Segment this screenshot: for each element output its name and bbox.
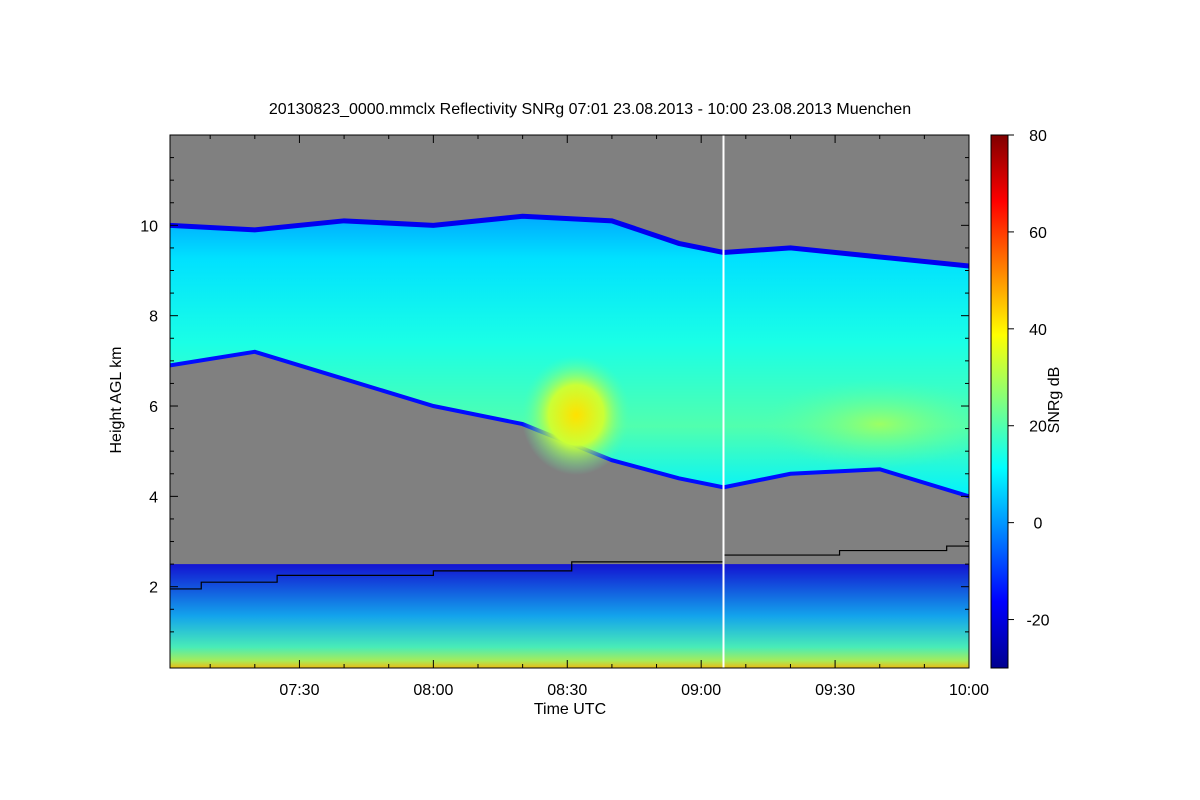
y-tick-label: 6 xyxy=(149,399,158,416)
colorbar-tick-label: 40 xyxy=(1029,322,1047,339)
colorbar-tick-label: -20 xyxy=(1026,613,1049,630)
reflectivity-secondary xyxy=(759,379,969,470)
plot-area: 07:30 08:00 08:30 09:00 09:30 10:00 2 4 6 8 10 xyxy=(140,134,989,699)
colorbar-tick-label: 60 xyxy=(1029,225,1047,242)
colorbar: -20 0 20 40 60 80 xyxy=(990,128,1050,669)
data-layers xyxy=(170,135,969,668)
cloud-top-edge xyxy=(170,213,969,269)
x-tick-label: 10:00 xyxy=(949,682,989,699)
colorbar-label: SNRg dB xyxy=(1046,367,1063,434)
colorbar-tick-label: 20 xyxy=(1029,419,1047,436)
colorbar-tick-label: 80 xyxy=(1029,128,1047,145)
y-tick-label: 8 xyxy=(149,309,158,326)
y-axis-label: Height AGL km xyxy=(108,346,125,453)
x-tick-label: 08:30 xyxy=(547,682,587,699)
chart-title: 20130823_0000.mmclx Reflectivity SNRg 07… xyxy=(269,101,911,118)
x-axis-label: Time UTC xyxy=(534,701,606,718)
reflectivity-core xyxy=(521,355,632,476)
colorbar-tick-label: 0 xyxy=(1034,516,1043,533)
colorbar-scale xyxy=(990,134,1009,669)
y-tick-label: 4 xyxy=(149,489,158,506)
boundary-layer-line xyxy=(170,545,969,590)
x-tick-label: 09:00 xyxy=(681,682,721,699)
x-tick-label: 08:00 xyxy=(413,682,453,699)
near-ground-clutter xyxy=(170,564,969,668)
y-tick-label: 10 xyxy=(140,218,158,235)
x-tick-label: 09:30 xyxy=(815,682,855,699)
y-tick-label: 2 xyxy=(149,580,158,597)
x-tick-label: 07:30 xyxy=(279,682,319,699)
plot-frame xyxy=(169,134,970,669)
